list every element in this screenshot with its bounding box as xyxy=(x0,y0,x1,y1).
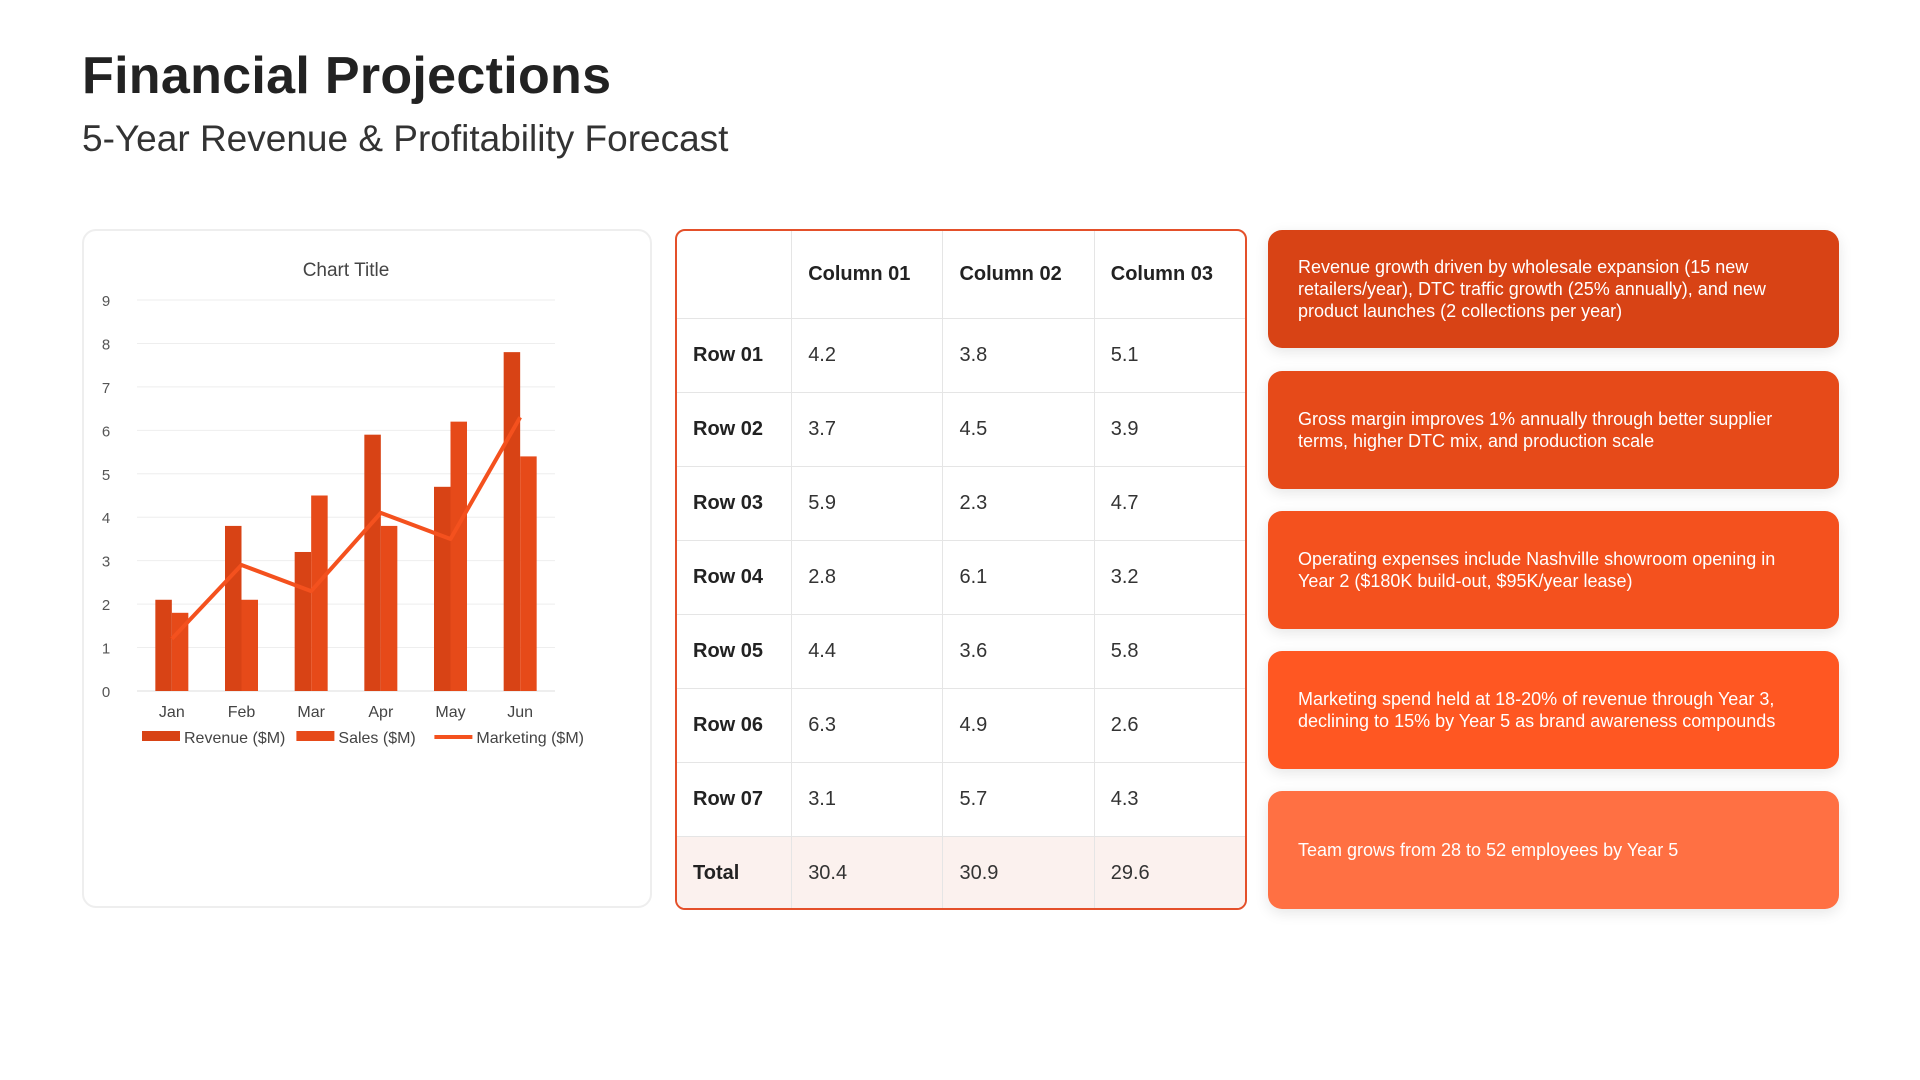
table-cell: 2.6 xyxy=(1094,688,1245,763)
note-text: Marketing spend held at 18-20% of revenu… xyxy=(1298,689,1776,731)
bar-sales xyxy=(450,421,467,691)
bar-revenue xyxy=(294,551,312,691)
bar-sales xyxy=(520,456,537,691)
bar-sales xyxy=(311,495,328,691)
row-label: Row 02 xyxy=(677,392,793,467)
x-tick-label: Mar xyxy=(297,704,325,721)
bar-sales xyxy=(380,525,398,691)
table-cell: 4.4 xyxy=(791,614,944,689)
note-card: Gross margin improves 1% annually throug… xyxy=(1268,371,1839,489)
row-label: Row 07 xyxy=(677,762,793,837)
table-header-row: Column 01 Column 02 Column 03 xyxy=(677,231,1245,319)
table-cell: 4.7 xyxy=(1094,466,1245,541)
bar-revenue xyxy=(225,525,242,691)
table-cell: 3.7 xyxy=(791,392,944,467)
table-cell: 3.1 xyxy=(791,762,944,837)
y-tick-label: 4 xyxy=(102,510,110,527)
table-row: Row 04 2.8 6.1 3.2 xyxy=(677,540,1245,615)
table-cell: 3.8 xyxy=(942,318,1095,393)
y-tick-label: 5 xyxy=(102,467,110,484)
row-label: Row 06 xyxy=(677,688,793,763)
page-subtitle: 5-Year Revenue & Profitability Forecast xyxy=(82,118,729,159)
chart-card: Chart Title 0 1 2 3 4 5 6 7 8 9 Jan Feb Mar Apr May Jun R… xyxy=(82,229,652,908)
bar-revenue xyxy=(364,434,381,691)
table-cell: 4.9 xyxy=(942,688,1095,763)
table-total-row: Total 30.4 30.9 29.6 xyxy=(677,836,1245,908)
note-text: Revenue growth driven by wholesale expan… xyxy=(1298,257,1766,321)
y-tick-label: 8 xyxy=(102,336,110,353)
note-card: Marketing spend held at 18-20% of revenu… xyxy=(1268,651,1839,769)
data-table: Column 01 Column 02 Column 03 Row 01 4.2 3… xyxy=(677,231,1245,908)
table-row: Row 03 5.9 2.3 4.7 xyxy=(677,466,1245,541)
y-tick-label: 7 xyxy=(102,380,110,397)
x-tick-label: Jun xyxy=(507,704,533,721)
row-label: Row 03 xyxy=(677,466,793,541)
y-tick-label: 2 xyxy=(102,597,110,614)
x-tick-label: Jan xyxy=(159,704,185,721)
x-tick-label: May xyxy=(435,704,465,721)
chart-title: Chart Title xyxy=(303,260,390,281)
note-card: Operating expenses include Nashville sho… xyxy=(1268,511,1839,629)
legend-swatch xyxy=(296,731,335,741)
legend-label: Sales ($M) xyxy=(338,730,415,747)
data-table-card: Column 01 Column 02 Column 03 Row 01 4.2 3… xyxy=(675,229,1247,910)
table-row: Row 02 3.7 4.5 3.9 xyxy=(677,392,1245,467)
y-tick-label: 3 xyxy=(102,554,110,571)
bar-revenue xyxy=(434,486,451,691)
bar-revenue xyxy=(155,599,172,691)
note-text: Team grows from 28 to 52 employees by Ye… xyxy=(1298,840,1679,860)
header-cell: Column 01 xyxy=(791,231,944,319)
y-tick-label: 1 xyxy=(102,641,110,658)
table-cell: 2.3 xyxy=(942,466,1095,541)
table-cell: 5.9 xyxy=(791,466,944,541)
header-cell: Column 03 xyxy=(1094,231,1245,319)
legend-swatch xyxy=(142,731,180,741)
row-label: Row 01 xyxy=(677,318,793,393)
table-cell: 6.3 xyxy=(791,688,944,763)
header-cell xyxy=(677,231,793,319)
table-cell: 2.8 xyxy=(791,540,944,615)
table-cell: 29.6 xyxy=(1094,836,1245,908)
table-cell: 5.8 xyxy=(1094,614,1245,689)
table-cell: 6.1 xyxy=(942,540,1095,615)
page-title: Financial Projections xyxy=(82,47,612,105)
row-label: Row 04 xyxy=(677,540,793,615)
header-cell: Column 02 xyxy=(942,231,1095,319)
note-card: Revenue growth driven by wholesale expan… xyxy=(1268,230,1839,348)
x-tick-label: Feb xyxy=(228,704,256,721)
table-cell: 4.5 xyxy=(942,392,1095,467)
row-label: Row 05 xyxy=(677,614,793,689)
bar-sales xyxy=(241,599,258,691)
note-text: Gross margin improves 1% annually throug… xyxy=(1298,409,1773,451)
note-text: Operating expenses include Nashville sho… xyxy=(1298,549,1776,591)
combo-chart: Chart Title 0 1 2 3 4 5 6 7 8 9 Jan Feb Mar Apr May Jun R… xyxy=(102,260,584,747)
note-card: Team grows from 28 to 52 employees by Ye… xyxy=(1268,791,1839,909)
table-cell: 3.9 xyxy=(1094,392,1245,467)
table-cell: 4.3 xyxy=(1094,762,1245,837)
y-tick-label: 6 xyxy=(102,423,110,440)
x-tick-label: Apr xyxy=(368,704,394,721)
table-cell: 3.6 xyxy=(942,614,1095,689)
bar-revenue xyxy=(503,352,521,691)
row-label: Total xyxy=(677,836,793,908)
table-row: Row 06 6.3 4.9 2.6 xyxy=(677,688,1245,763)
table-cell: 5.7 xyxy=(942,762,1095,837)
table-row: Row 01 4.2 3.8 5.1 xyxy=(677,318,1245,393)
table-row: Row 05 4.4 3.6 5.8 xyxy=(677,614,1245,689)
legend-label: Revenue ($M) xyxy=(184,730,285,747)
legend-label: Marketing ($M) xyxy=(476,730,584,747)
table-cell: 30.9 xyxy=(942,836,1095,908)
table-cell: 3.2 xyxy=(1094,540,1245,615)
table-row: Row 07 3.1 5.7 4.3 xyxy=(677,762,1245,837)
y-tick-label: 9 xyxy=(102,293,110,310)
table-cell: 5.1 xyxy=(1094,318,1245,393)
y-tick-label: 0 xyxy=(102,684,110,701)
table-cell: 30.4 xyxy=(791,836,944,908)
table-cell: 4.2 xyxy=(791,318,944,393)
line-marketing xyxy=(170,416,522,641)
